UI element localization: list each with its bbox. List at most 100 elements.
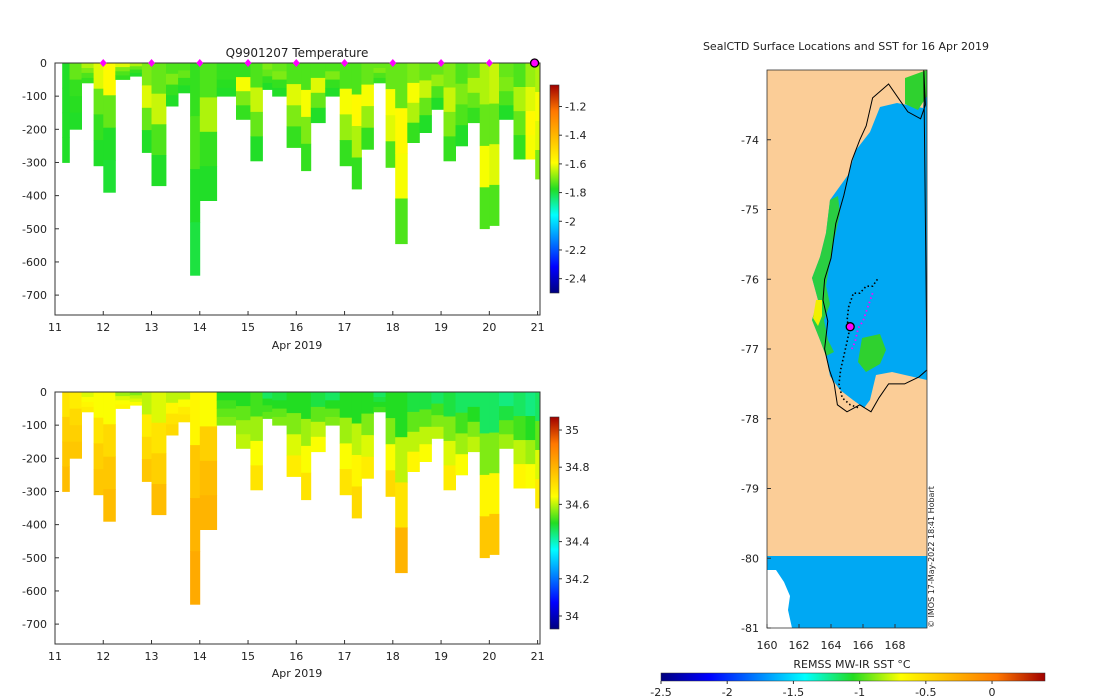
profile-cell <box>455 104 468 126</box>
profile-cell <box>489 103 500 145</box>
profile-cell <box>385 444 396 471</box>
colorbar-tick-label: 34.6 <box>565 498 590 511</box>
profile-cell <box>301 116 312 145</box>
profile-cell <box>286 434 302 456</box>
profile-cell <box>62 137 70 163</box>
sst-ice-edge-yellow <box>813 300 822 326</box>
profile-cell <box>513 440 526 465</box>
profile-marker <box>341 59 349 67</box>
profile-cell <box>190 498 201 552</box>
y-tick-label: -500 <box>22 223 47 236</box>
profile-cell <box>431 392 444 404</box>
profile-cell <box>190 445 201 499</box>
profile-cell <box>69 392 82 409</box>
profile-cell <box>151 63 167 95</box>
profile-cell <box>395 63 408 109</box>
salinity-heatmap <box>62 392 540 605</box>
profile-cell <box>199 131 218 167</box>
x-tick-label: 15 <box>241 321 255 334</box>
profile-cell <box>190 222 201 276</box>
profile-cell <box>190 169 201 223</box>
profile-cell <box>199 63 218 98</box>
temperature-title: Q9901207 Temperature <box>226 46 369 60</box>
profile-cell <box>199 392 218 427</box>
profile-cell <box>141 130 152 153</box>
profile-cell <box>361 413 374 436</box>
profile-cell <box>467 63 481 79</box>
x-tick-label: 12 <box>96 321 110 334</box>
profile-cell <box>325 408 341 418</box>
sst-colorbar-tick-label: -0.5 <box>915 686 936 699</box>
profile-cell <box>115 396 131 401</box>
map-credit: © IMOS 17-May-2022 18:41 Hobart <box>927 486 936 628</box>
profile-cell <box>407 431 420 453</box>
profile-cell <box>301 63 312 91</box>
profile-cell <box>479 516 490 559</box>
temperature-colorbar-ticks: -1.2 -1.4 -1.6 -1.8 -2 -2.2 -2.4 <box>559 101 586 286</box>
profile-cell <box>525 135 536 160</box>
profile-cell <box>115 392 131 397</box>
profile-cell <box>216 408 237 418</box>
profile-cell <box>141 436 152 460</box>
x-tick-label: 14 <box>193 321 207 334</box>
profile-cell <box>525 87 536 112</box>
profile-cell <box>489 144 500 186</box>
profile-cell <box>407 392 420 413</box>
y-tick-label: -600 <box>22 585 47 598</box>
profile-cell <box>178 70 191 79</box>
profile-cell <box>455 433 468 455</box>
profile-cell <box>467 436 481 453</box>
profile-cell <box>69 79 82 97</box>
profile-cell <box>443 111 456 137</box>
profile-cell <box>129 63 143 67</box>
profile-cell <box>385 470 396 497</box>
profile-cell <box>499 63 514 78</box>
lon-tick-label: 166 <box>853 639 874 652</box>
profile-cell <box>535 150 540 180</box>
profile-cell <box>166 63 179 75</box>
profile-cell <box>525 392 536 417</box>
profile-cell <box>351 392 362 424</box>
x-tick-label: 14 <box>193 650 207 663</box>
profile-cell <box>361 106 374 129</box>
x-tick-label: 21 <box>531 321 545 334</box>
profile-cell <box>236 63 251 78</box>
profile-cell <box>93 392 104 419</box>
profile-cell <box>178 414 191 423</box>
profile-cell <box>272 87 288 97</box>
profile-cell <box>236 105 251 120</box>
profile-cell <box>250 392 263 417</box>
profile-cell <box>419 392 432 410</box>
profile-cell <box>216 416 237 426</box>
profile-cell <box>301 89 312 118</box>
profile-cell <box>103 63 116 96</box>
temperature-panel: Q9901207 Temperature 11 12 13 14 15 16 17 18 19 2… <box>22 46 586 352</box>
current-seal-location-marker <box>845 322 855 332</box>
profile-marker <box>437 59 445 67</box>
profile-cell <box>286 455 302 477</box>
profile-cell <box>455 454 468 476</box>
x-tick-label: 11 <box>48 650 62 663</box>
x-tick-label: 13 <box>145 650 159 663</box>
profile-cell <box>129 69 143 74</box>
profile-cell <box>115 63 131 68</box>
profile-cell <box>178 63 191 71</box>
profile-cell <box>431 403 444 416</box>
profile-cell <box>361 127 374 150</box>
profile-cell <box>419 115 432 133</box>
lon-tick-label: 160 <box>757 639 778 652</box>
profile-cell <box>310 107 326 124</box>
profile-cell <box>407 102 420 124</box>
profile-cell <box>250 87 263 113</box>
profile-cell <box>310 406 326 423</box>
sst-colorbar-tick-label: 0 <box>989 686 996 699</box>
profile-cell <box>69 425 82 443</box>
profile-cell <box>499 77 514 92</box>
south-coast-white <box>767 570 792 628</box>
sst-nearshore-green <box>858 334 886 372</box>
profile-cell <box>262 405 273 413</box>
profile-cell <box>310 77 326 94</box>
current-profile-marker <box>529 58 540 68</box>
salinity-x-ticks: 11 12 13 14 15 16 17 18 19 20 21 <box>48 640 545 663</box>
